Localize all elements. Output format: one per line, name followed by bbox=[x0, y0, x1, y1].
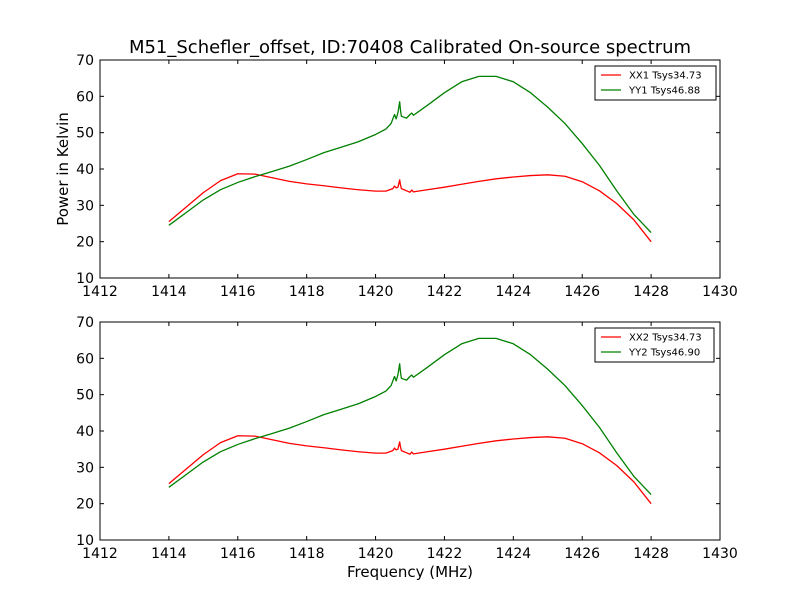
series-line-yy bbox=[168, 337, 652, 496]
x-axis-label: Frequency (MHz) bbox=[347, 563, 473, 581]
y-axis-label: Power in Kelvin bbox=[54, 112, 72, 226]
x-tick-label: 1414 bbox=[151, 284, 187, 300]
y-tick-label: 30 bbox=[76, 460, 94, 476]
legend-box bbox=[594, 65, 717, 101]
x-tick-label: 1424 bbox=[496, 284, 532, 300]
x-tick-label: 1428 bbox=[633, 546, 669, 562]
legend: XX1 Tsys34.73 YY1 Tsys46.88 bbox=[594, 65, 717, 101]
x-tick-label: 1424 bbox=[496, 546, 532, 562]
x-tick-label: 1420 bbox=[358, 546, 394, 562]
y-tick-label: 40 bbox=[76, 162, 94, 178]
x-tick-label: 1430 bbox=[702, 546, 738, 562]
x-tick-label: 1428 bbox=[633, 284, 669, 300]
x-tick-label: 1414 bbox=[151, 546, 187, 562]
legend-label: XX2 Tsys34.73 bbox=[629, 333, 702, 344]
x-tick-label: 1416 bbox=[220, 546, 256, 562]
y-tick-label: 60 bbox=[76, 89, 94, 105]
bottom-panel: 1412 1414 1416 1418 1420 1422 1424 1426 1428 1430… bbox=[76, 315, 738, 562]
y-tick-label: 70 bbox=[76, 53, 94, 69]
x-tick-label: 1416 bbox=[220, 284, 256, 300]
legend-label: YY1 Tsys46.88 bbox=[628, 86, 700, 97]
x-tick-label: 1426 bbox=[564, 284, 600, 300]
x-tick-label: 1418 bbox=[289, 284, 325, 300]
top-panel: 1412 1414 1416 1418 1420 1422 1424 1426 1428 1430… bbox=[76, 53, 738, 300]
legend: XX2 Tsys34.73 YY2 Tsys46.90 bbox=[594, 327, 715, 363]
x-tick-label: 1418 bbox=[289, 546, 325, 562]
series-line-xx bbox=[168, 435, 652, 505]
y-tick-label: 60 bbox=[76, 351, 94, 367]
legend-label: YY2 Tsys46.90 bbox=[628, 348, 700, 359]
x-tick-label: 1422 bbox=[427, 284, 463, 300]
y-tick-label: 50 bbox=[76, 126, 94, 142]
x-tick-label: 1430 bbox=[702, 284, 738, 300]
y-tick-label: 40 bbox=[76, 424, 94, 440]
x-tick-label: 1422 bbox=[427, 546, 463, 562]
series-line-yy bbox=[168, 75, 652, 234]
figure-title: M51_Schefler_offset, ID:70408 Calibrated… bbox=[129, 37, 691, 58]
legend-label: XX1 Tsys34.73 bbox=[629, 71, 702, 82]
y-tick-label: 70 bbox=[76, 315, 94, 331]
x-tick-label: 1420 bbox=[358, 284, 394, 300]
y-tick-label: 10 bbox=[76, 271, 94, 287]
x-tick-label: 1426 bbox=[564, 546, 600, 562]
legend-box bbox=[594, 327, 715, 363]
x-tick-label: 1412 bbox=[82, 546, 118, 562]
y-tick-label: 30 bbox=[76, 198, 94, 214]
x-tick-label: 1412 bbox=[82, 284, 118, 300]
y-tick-label: 20 bbox=[76, 497, 94, 513]
y-tick-label: 20 bbox=[76, 235, 94, 251]
series-line-xx bbox=[168, 173, 652, 243]
y-tick-label: 50 bbox=[76, 388, 94, 404]
y-tick-label: 10 bbox=[76, 533, 94, 549]
